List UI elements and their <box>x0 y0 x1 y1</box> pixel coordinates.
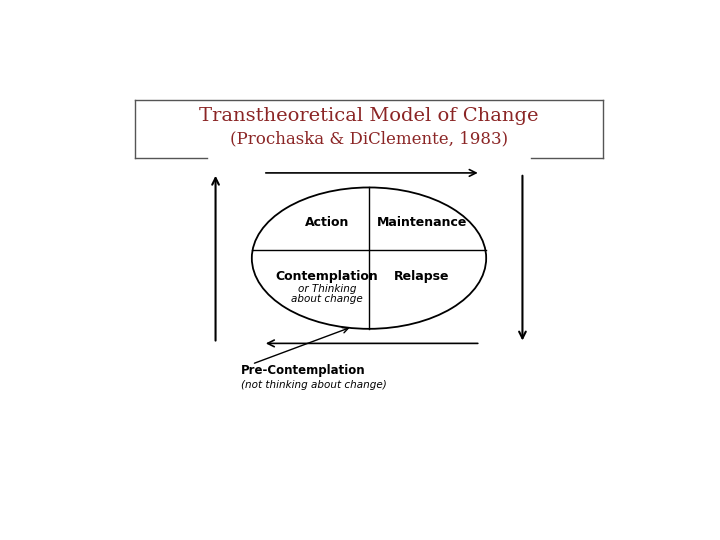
Text: Pre-Contemplation: Pre-Contemplation <box>240 364 365 377</box>
Text: Contemplation: Contemplation <box>276 271 379 284</box>
Text: or Thinking: or Thinking <box>298 284 356 294</box>
Text: Transtheoretical Model of Change: Transtheoretical Model of Change <box>199 107 539 125</box>
Text: (not thinking about change): (not thinking about change) <box>240 380 387 390</box>
Ellipse shape <box>252 187 486 329</box>
Text: Relapse: Relapse <box>395 271 450 284</box>
Text: about change: about change <box>292 294 363 304</box>
Text: Action: Action <box>305 217 349 230</box>
Text: (Prochaska & DiClemente, 1983): (Prochaska & DiClemente, 1983) <box>230 130 508 147</box>
Text: Maintenance: Maintenance <box>377 217 467 230</box>
